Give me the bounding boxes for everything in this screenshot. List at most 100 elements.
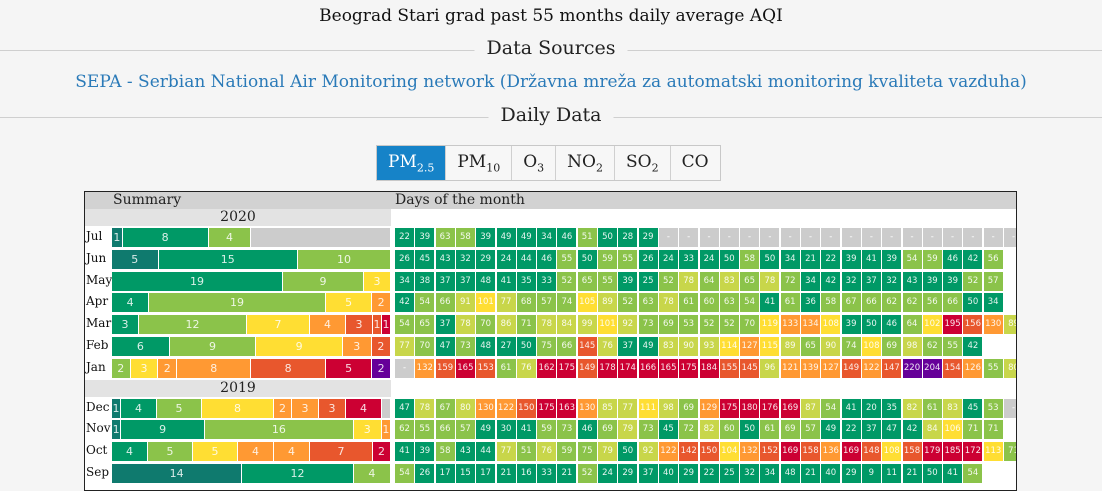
summary-bar[interactable]: 5 15 10 [112,249,391,269]
tab-co[interactable]: CO [671,146,720,180]
day-cell[interactable]: 52 [963,271,984,291]
day-cell[interactable]: 75 [537,337,558,356]
day-cell[interactable]: 66 [943,293,964,313]
day-cell[interactable]: 108 [861,337,882,356]
day-cell[interactable]: 22 [821,249,842,269]
day-cell[interactable]: 9 [861,464,882,483]
day-cell[interactable]: 41 [861,249,882,269]
day-cell[interactable]: 44 [516,249,537,269]
tab-no2[interactable]: NO2 [556,146,615,180]
day-cell[interactable]: 162 [537,358,558,378]
day-cell[interactable]: 21 [801,249,821,269]
day-cell[interactable]: 41 [943,464,964,483]
day-cell[interactable]: 175 [679,358,700,378]
day-cell[interactable]: 42 [902,420,923,440]
day-cell[interactable]: 69 [598,420,618,440]
day-cell[interactable]: 54 [415,293,436,313]
day-cell[interactable]: 114 [719,337,740,356]
day-cell[interactable]: 58 [435,442,456,462]
day-cell[interactable]: 37 [638,464,659,483]
day-cell[interactable]: 25 [638,271,659,291]
day-cell[interactable]: - [861,228,882,247]
day-cell[interactable]: 101 [598,315,618,335]
day-cell[interactable]: 90 [821,337,842,356]
day-cell[interactable]: 102 [922,315,943,335]
day-cell[interactable]: - [1004,228,1016,247]
day-cell[interactable]: 154 [943,358,964,378]
day-cell[interactable]: - [983,228,1004,247]
day-cell[interactable]: 39 [415,228,436,247]
day-cell[interactable]: 60 [719,420,740,440]
day-cell[interactable]: 43 [455,442,476,462]
day-cell[interactable]: 75 [577,442,598,462]
summary-bar[interactable]: 18413 [112,228,391,247]
day-cell[interactable]: 113 [983,442,1004,462]
summary-bar[interactable]: 4 19 5 2 [112,293,391,313]
day-cell[interactable]: 71 [516,315,537,335]
day-cell[interactable]: 21 [496,464,517,483]
day-cell[interactable]: 65 [740,271,761,291]
day-cell[interactable]: 204 [922,358,943,378]
day-cell[interactable]: 163 [557,398,578,418]
day-cell[interactable]: 132 [740,442,761,462]
source-description[interactable]: Serbian National Air Monitoring network … [138,72,1027,92]
day-cell[interactable]: 22 [395,228,415,247]
day-cell[interactable]: 49 [496,228,517,247]
day-cell[interactable]: 169 [780,398,801,418]
day-cell[interactable]: - [699,228,720,247]
day-cell[interactable]: 45 [415,249,436,269]
day-cell[interactable]: 39 [841,249,862,269]
day-cell[interactable]: 46 [537,249,558,269]
day-cell[interactable]: 77 [618,398,639,418]
day-cell[interactable]: 158 [902,442,923,462]
day-cell[interactable]: 148 [861,442,882,462]
day-cell[interactable]: 29 [618,464,639,483]
day-cell[interactable]: 11 [882,464,903,483]
day-cell[interactable]: 77 [496,293,517,313]
day-cell[interactable]: 24 [598,464,618,483]
day-cell[interactable]: 43 [902,271,923,291]
day-cell[interactable]: 48 [780,464,801,483]
day-cell[interactable]: 79 [598,442,618,462]
day-cell[interactable]: 89 [780,337,801,356]
day-cell[interactable]: 39 [618,271,639,291]
day-cell[interactable]: 150 [516,398,537,418]
day-cell[interactable]: - [801,228,821,247]
day-cell[interactable]: - [943,228,964,247]
day-cell[interactable]: 50 [740,420,761,440]
day-cell[interactable]: 50 [861,315,882,335]
day-cell[interactable]: 127 [821,358,842,378]
day-cell[interactable]: 71 [963,420,984,440]
day-cell[interactable]: 139 [801,358,821,378]
day-cell[interactable]: 39 [882,249,903,269]
day-cell[interactable]: 91 [455,293,476,313]
day-cell[interactable]: 149 [577,358,598,378]
day-cell[interactable]: 52 [577,464,598,483]
day-cell[interactable]: 175 [537,398,558,418]
day-cell[interactable]: 82 [699,420,720,440]
day-cell[interactable]: 50 [719,249,740,269]
day-cell[interactable]: 37 [455,271,476,291]
day-cell[interactable]: 122 [658,442,679,462]
day-cell[interactable]: 178 [598,358,618,378]
day-cell[interactable]: 155 [719,358,740,378]
day-cell[interactable]: 169 [780,442,801,462]
day-cell[interactable]: 32 [841,271,862,291]
day-cell[interactable]: 77 [395,337,415,356]
day-cell[interactable]: 46 [943,249,964,269]
day-cell[interactable]: 78 [537,315,558,335]
day-cell[interactable]: 130 [983,315,1004,335]
day-cell[interactable]: 136 [821,442,842,462]
day-cell[interactable]: 40 [658,464,679,483]
day-cell[interactable]: 48 [476,271,497,291]
day-cell[interactable]: 145 [577,337,598,356]
day-cell[interactable]: 45 [658,420,679,440]
day-cell[interactable]: 63 [638,293,659,313]
day-cell[interactable]: 78 [679,271,700,291]
day-cell[interactable]: 55 [618,249,639,269]
day-cell[interactable]: 41 [841,398,862,418]
day-cell[interactable]: 121 [780,358,801,378]
day-cell[interactable]: 20 [861,398,882,418]
